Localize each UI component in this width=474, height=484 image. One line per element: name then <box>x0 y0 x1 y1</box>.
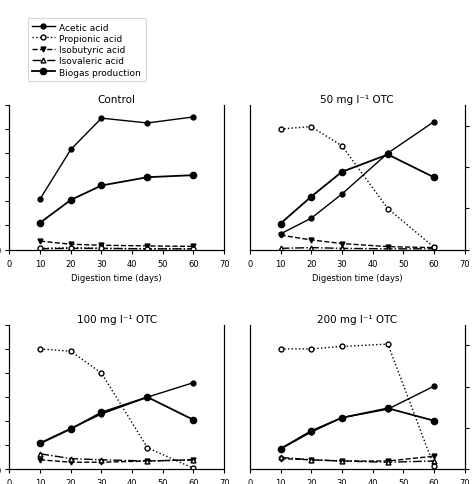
X-axis label: Digestion time (days): Digestion time (days) <box>72 273 162 283</box>
Title: Control: Control <box>98 95 136 105</box>
Legend: Acetic acid, Propionic acid, Isobutyric acid, Isovaleric acid, Biogas production: Acetic acid, Propionic acid, Isobutyric … <box>27 19 146 82</box>
Title: 50 mg l⁻¹ OTC: 50 mg l⁻¹ OTC <box>320 95 394 105</box>
Title: 200 mg l⁻¹ OTC: 200 mg l⁻¹ OTC <box>317 314 397 324</box>
Title: 100 mg l⁻¹ OTC: 100 mg l⁻¹ OTC <box>77 314 157 324</box>
X-axis label: Digestion time (days): Digestion time (days) <box>312 273 402 283</box>
